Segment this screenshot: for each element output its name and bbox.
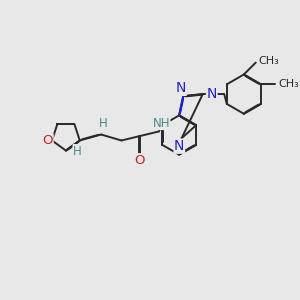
Text: NH: NH (152, 116, 170, 130)
Text: H: H (99, 117, 108, 130)
Text: H: H (73, 145, 82, 158)
Text: N: N (206, 87, 217, 101)
Text: N: N (176, 81, 186, 95)
Text: O: O (134, 154, 145, 167)
Text: O: O (43, 134, 53, 147)
Text: CH₃: CH₃ (259, 56, 279, 66)
Text: N: N (174, 139, 184, 153)
Text: CH₃: CH₃ (278, 79, 299, 89)
